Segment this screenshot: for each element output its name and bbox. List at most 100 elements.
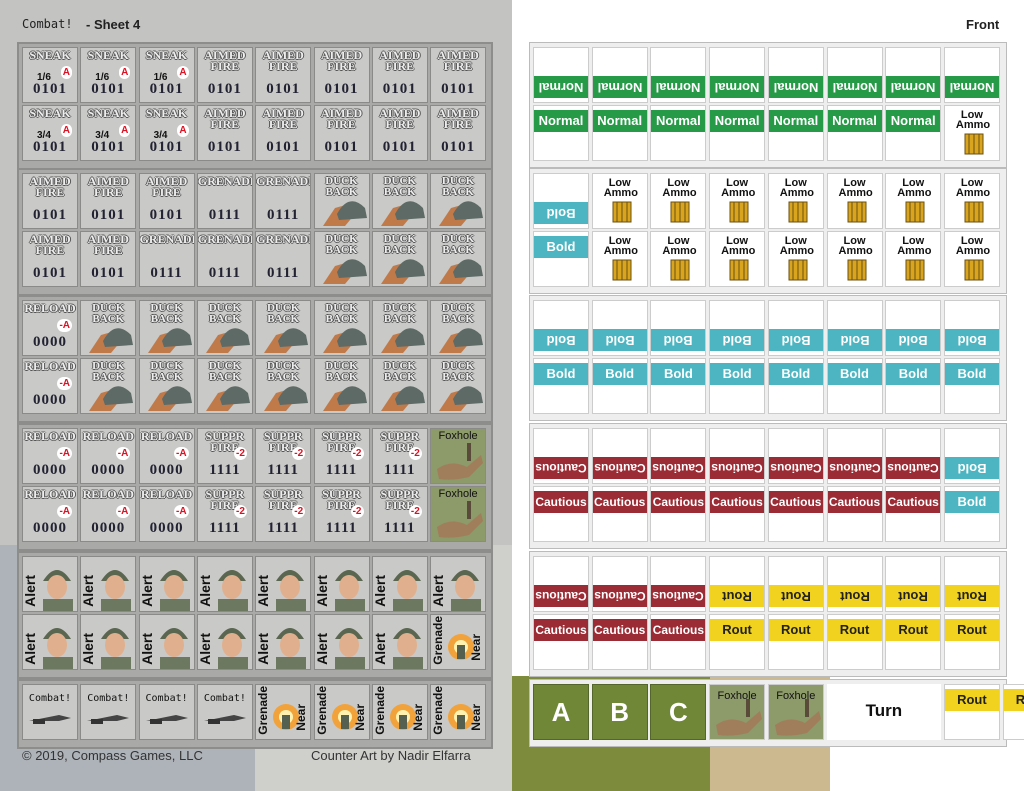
counter: AIMED FIRE 0101	[138, 173, 195, 229]
counter-label: Low Ammo	[838, 235, 873, 257]
counter-label: Cautious	[768, 457, 823, 479]
counter: Grenade Near	[430, 614, 487, 670]
counter-code: 0101	[207, 139, 242, 155]
counter-art	[147, 328, 192, 353]
counter-code: 0000	[149, 462, 184, 478]
counter-modifier: A	[60, 66, 72, 79]
counter-modifier: A	[119, 124, 131, 137]
counter-title: Alert	[196, 575, 213, 607]
counter-label: Rout	[710, 585, 765, 607]
counter-code: 1111	[267, 462, 299, 478]
counter-art	[273, 704, 300, 730]
counter-label: Bold	[944, 363, 999, 385]
counter: DUCK BACK	[80, 358, 137, 414]
counter: DUCK BACK	[196, 300, 253, 356]
counter-label: Bold	[944, 329, 999, 351]
counter: SUPPR FIRE -2 1111	[371, 486, 428, 542]
counter: Rout	[1002, 684, 1024, 740]
counter-art	[612, 259, 632, 281]
counter-art	[392, 628, 423, 669]
counter: GRENADE 0111	[196, 231, 253, 287]
counter-art	[788, 201, 808, 223]
counter-odds: 3/4	[37, 130, 51, 141]
counter-code: 0101	[382, 81, 417, 97]
counter: Normal	[943, 47, 1000, 103]
counter-title: DUCK BACK	[266, 302, 300, 325]
counter: Cautious	[650, 486, 707, 542]
counter-code: 1111	[384, 520, 416, 536]
counter-odds: 1/6	[95, 72, 110, 83]
counter-title: DUCK BACK	[383, 360, 416, 383]
counter: RELOAD -A 0000	[22, 486, 78, 542]
counter: Rout	[709, 614, 766, 670]
counter-title: Alert	[22, 575, 38, 607]
counter-art	[380, 259, 425, 284]
counter-title: DUCK BACK	[92, 360, 125, 383]
counter-title: DUCK BACK	[208, 360, 242, 383]
counter-art	[334, 628, 365, 669]
counter-label: Low Ammo	[779, 235, 815, 257]
counter-title: AIMED FIRE	[320, 106, 363, 131]
counter: DUCK BACK	[313, 358, 370, 414]
counter-art	[322, 328, 367, 353]
counter: Combat!	[22, 684, 78, 740]
counter-art	[89, 328, 134, 353]
counter-code: 0101	[33, 81, 67, 97]
counter-odds: 1/6	[153, 72, 168, 83]
counter-art	[145, 715, 188, 724]
counter-code: 0000	[91, 520, 126, 536]
counter-code: 0101	[441, 139, 476, 155]
counter-code: 1111	[209, 520, 241, 536]
counter-title: DUCK BACK	[150, 302, 183, 325]
counter: Alert	[196, 614, 253, 670]
counter-title: AIMED FIRE	[437, 106, 479, 131]
counter: Bold	[591, 300, 648, 356]
counter-title: DUCK BACK	[325, 360, 358, 383]
counter: DUCK BACK	[371, 173, 428, 229]
counter: AIMED FIRE 0101	[196, 105, 253, 161]
counter-code: 0000	[33, 520, 67, 536]
counter-code: 0111	[267, 207, 300, 223]
counter: DUCK BACK	[138, 300, 195, 356]
counter: Low Ammo	[767, 173, 824, 229]
counter: SNEAK 1/6 A 0101	[22, 47, 78, 103]
counter: Cautious	[767, 486, 824, 542]
counter-modifier: A	[177, 66, 189, 79]
counter-modifier: -2	[408, 447, 422, 460]
counter-modifier: A	[177, 124, 189, 137]
counter-art	[847, 201, 866, 223]
counter-title: GRENADE	[256, 174, 312, 188]
counter-label: Bold	[534, 202, 588, 224]
counter: DUCK BACK	[371, 231, 428, 287]
counter-label: Normal	[768, 76, 823, 98]
counter-modifier: -2	[350, 447, 364, 460]
counter: Normal	[709, 105, 766, 161]
counter-modifier: -2	[408, 505, 422, 518]
counter-code: 0111	[208, 207, 242, 223]
counter: Bold	[533, 300, 589, 356]
counter-label: Low Ammo	[662, 177, 697, 199]
counter: Low Ammo	[885, 173, 942, 229]
counter-label: Low Ammo	[955, 109, 991, 131]
counter-code: 0101	[33, 139, 67, 155]
counter: DUCK BACK	[430, 231, 487, 287]
counter: DUCK BACK	[371, 358, 428, 414]
counter-label: Rout	[886, 585, 941, 607]
counter-title: DUCK BACK	[325, 175, 358, 198]
counter: Alert	[80, 614, 137, 670]
counter-modifier: -2	[233, 447, 247, 460]
counter: Normal	[767, 105, 824, 161]
counter: Turn	[826, 684, 942, 740]
counter-label: Cautious	[768, 491, 823, 513]
counter-modifier: -A	[57, 377, 72, 390]
counter-label: Bold	[534, 329, 588, 351]
counter-modifier: -A	[174, 505, 189, 518]
counter: Bold	[533, 173, 589, 229]
counter: Cautious	[533, 428, 589, 484]
counter-title: GRENADE	[197, 174, 253, 188]
counter: Bold	[943, 300, 1000, 356]
counter-label: B	[610, 697, 630, 727]
counter: RELOAD -A 0000	[80, 428, 137, 484]
counter-art	[159, 570, 190, 611]
counter: Alert	[255, 556, 312, 612]
